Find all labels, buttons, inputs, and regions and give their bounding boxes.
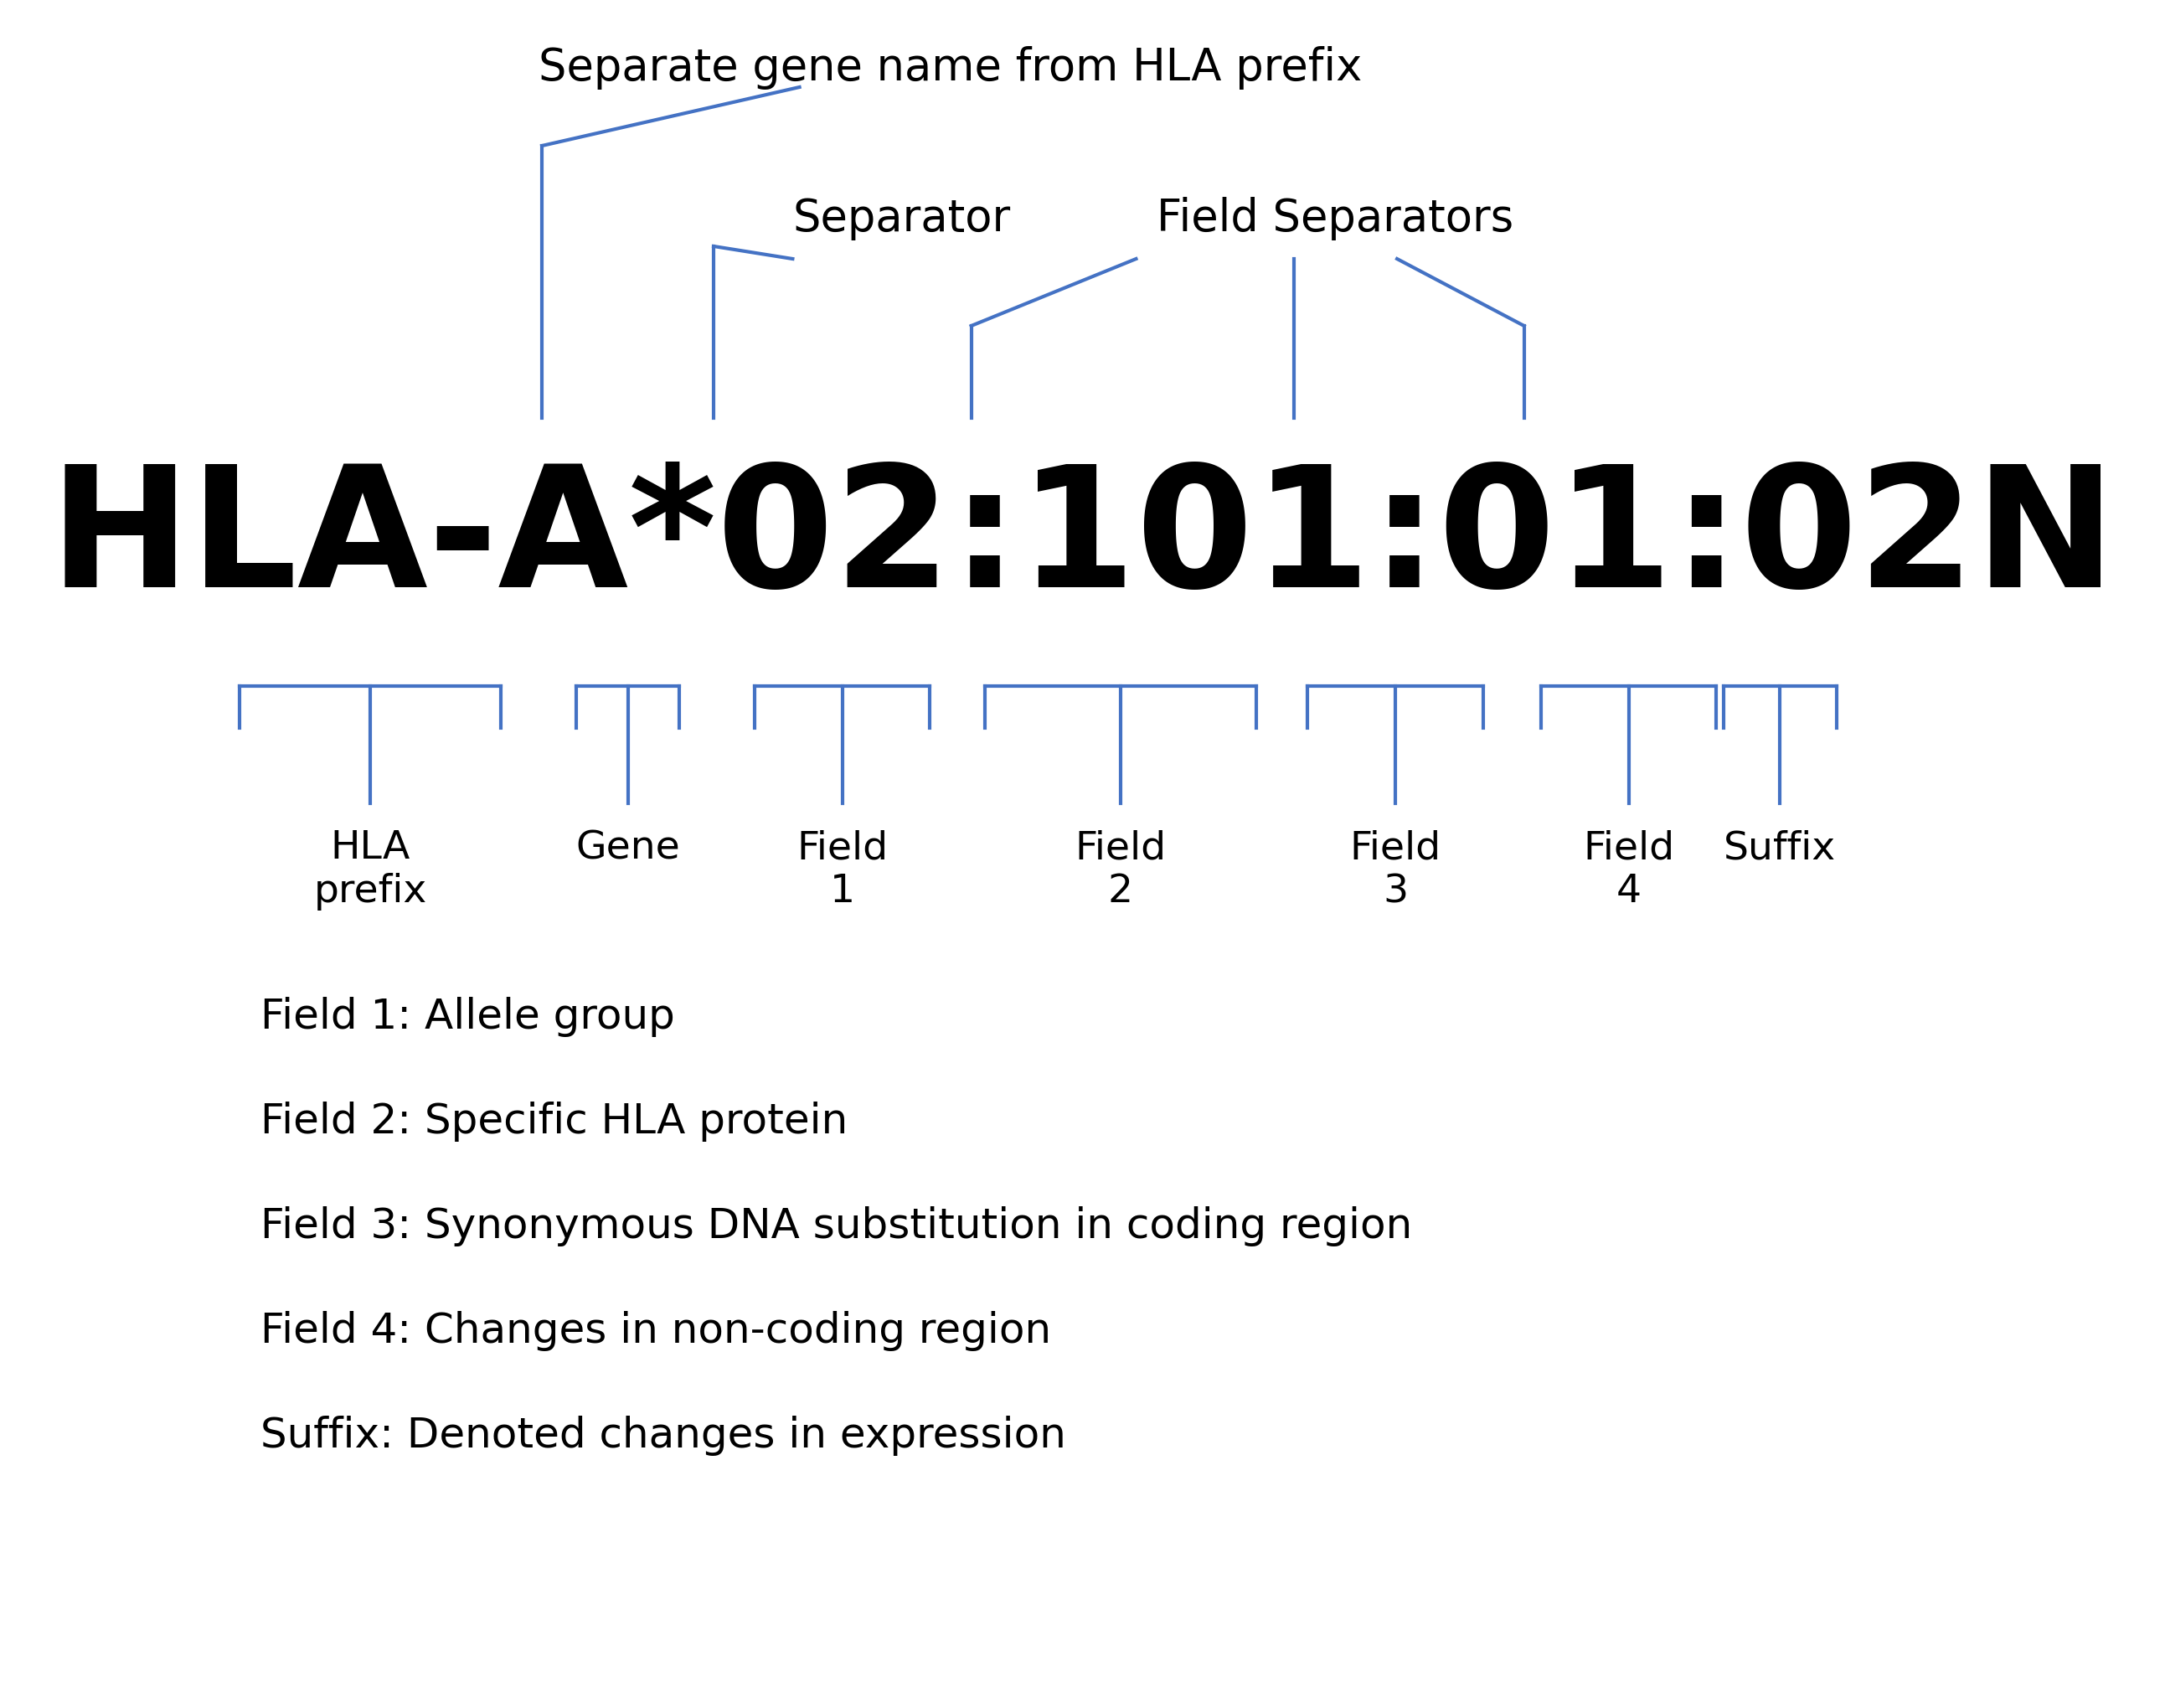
Text: Field
4: Field 4 <box>1583 828 1674 910</box>
Text: Gene: Gene <box>576 828 680 866</box>
Text: Suffix: Denoted changes in expression: Suffix: Denoted changes in expression <box>260 1414 1065 1455</box>
Text: HLA
prefix: HLA prefix <box>314 828 427 910</box>
Text: Separate gene name from HLA prefix: Separate gene name from HLA prefix <box>539 46 1362 89</box>
Text: Field 3: Synonymous DNA substitution in coding region: Field 3: Synonymous DNA substitution in … <box>260 1206 1412 1245</box>
Text: HLA-A*02:101:01:02N: HLA-A*02:101:01:02N <box>50 458 2115 622</box>
Text: Field
3: Field 3 <box>1349 828 1442 910</box>
Text: Suffix: Suffix <box>1723 828 1836 866</box>
Text: Field
1: Field 1 <box>797 828 888 910</box>
Text: Field 1: Allele group: Field 1: Allele group <box>260 996 675 1037</box>
Text: Field 2: Specific HLA protein: Field 2: Specific HLA protein <box>260 1102 849 1141</box>
Text: Field Separators: Field Separators <box>1156 196 1513 241</box>
Text: Field 4: Changes in non-coding region: Field 4: Changes in non-coding region <box>260 1310 1050 1351</box>
Text: Separator: Separator <box>792 196 1011 241</box>
Text: Field
2: Field 2 <box>1074 828 1167 910</box>
